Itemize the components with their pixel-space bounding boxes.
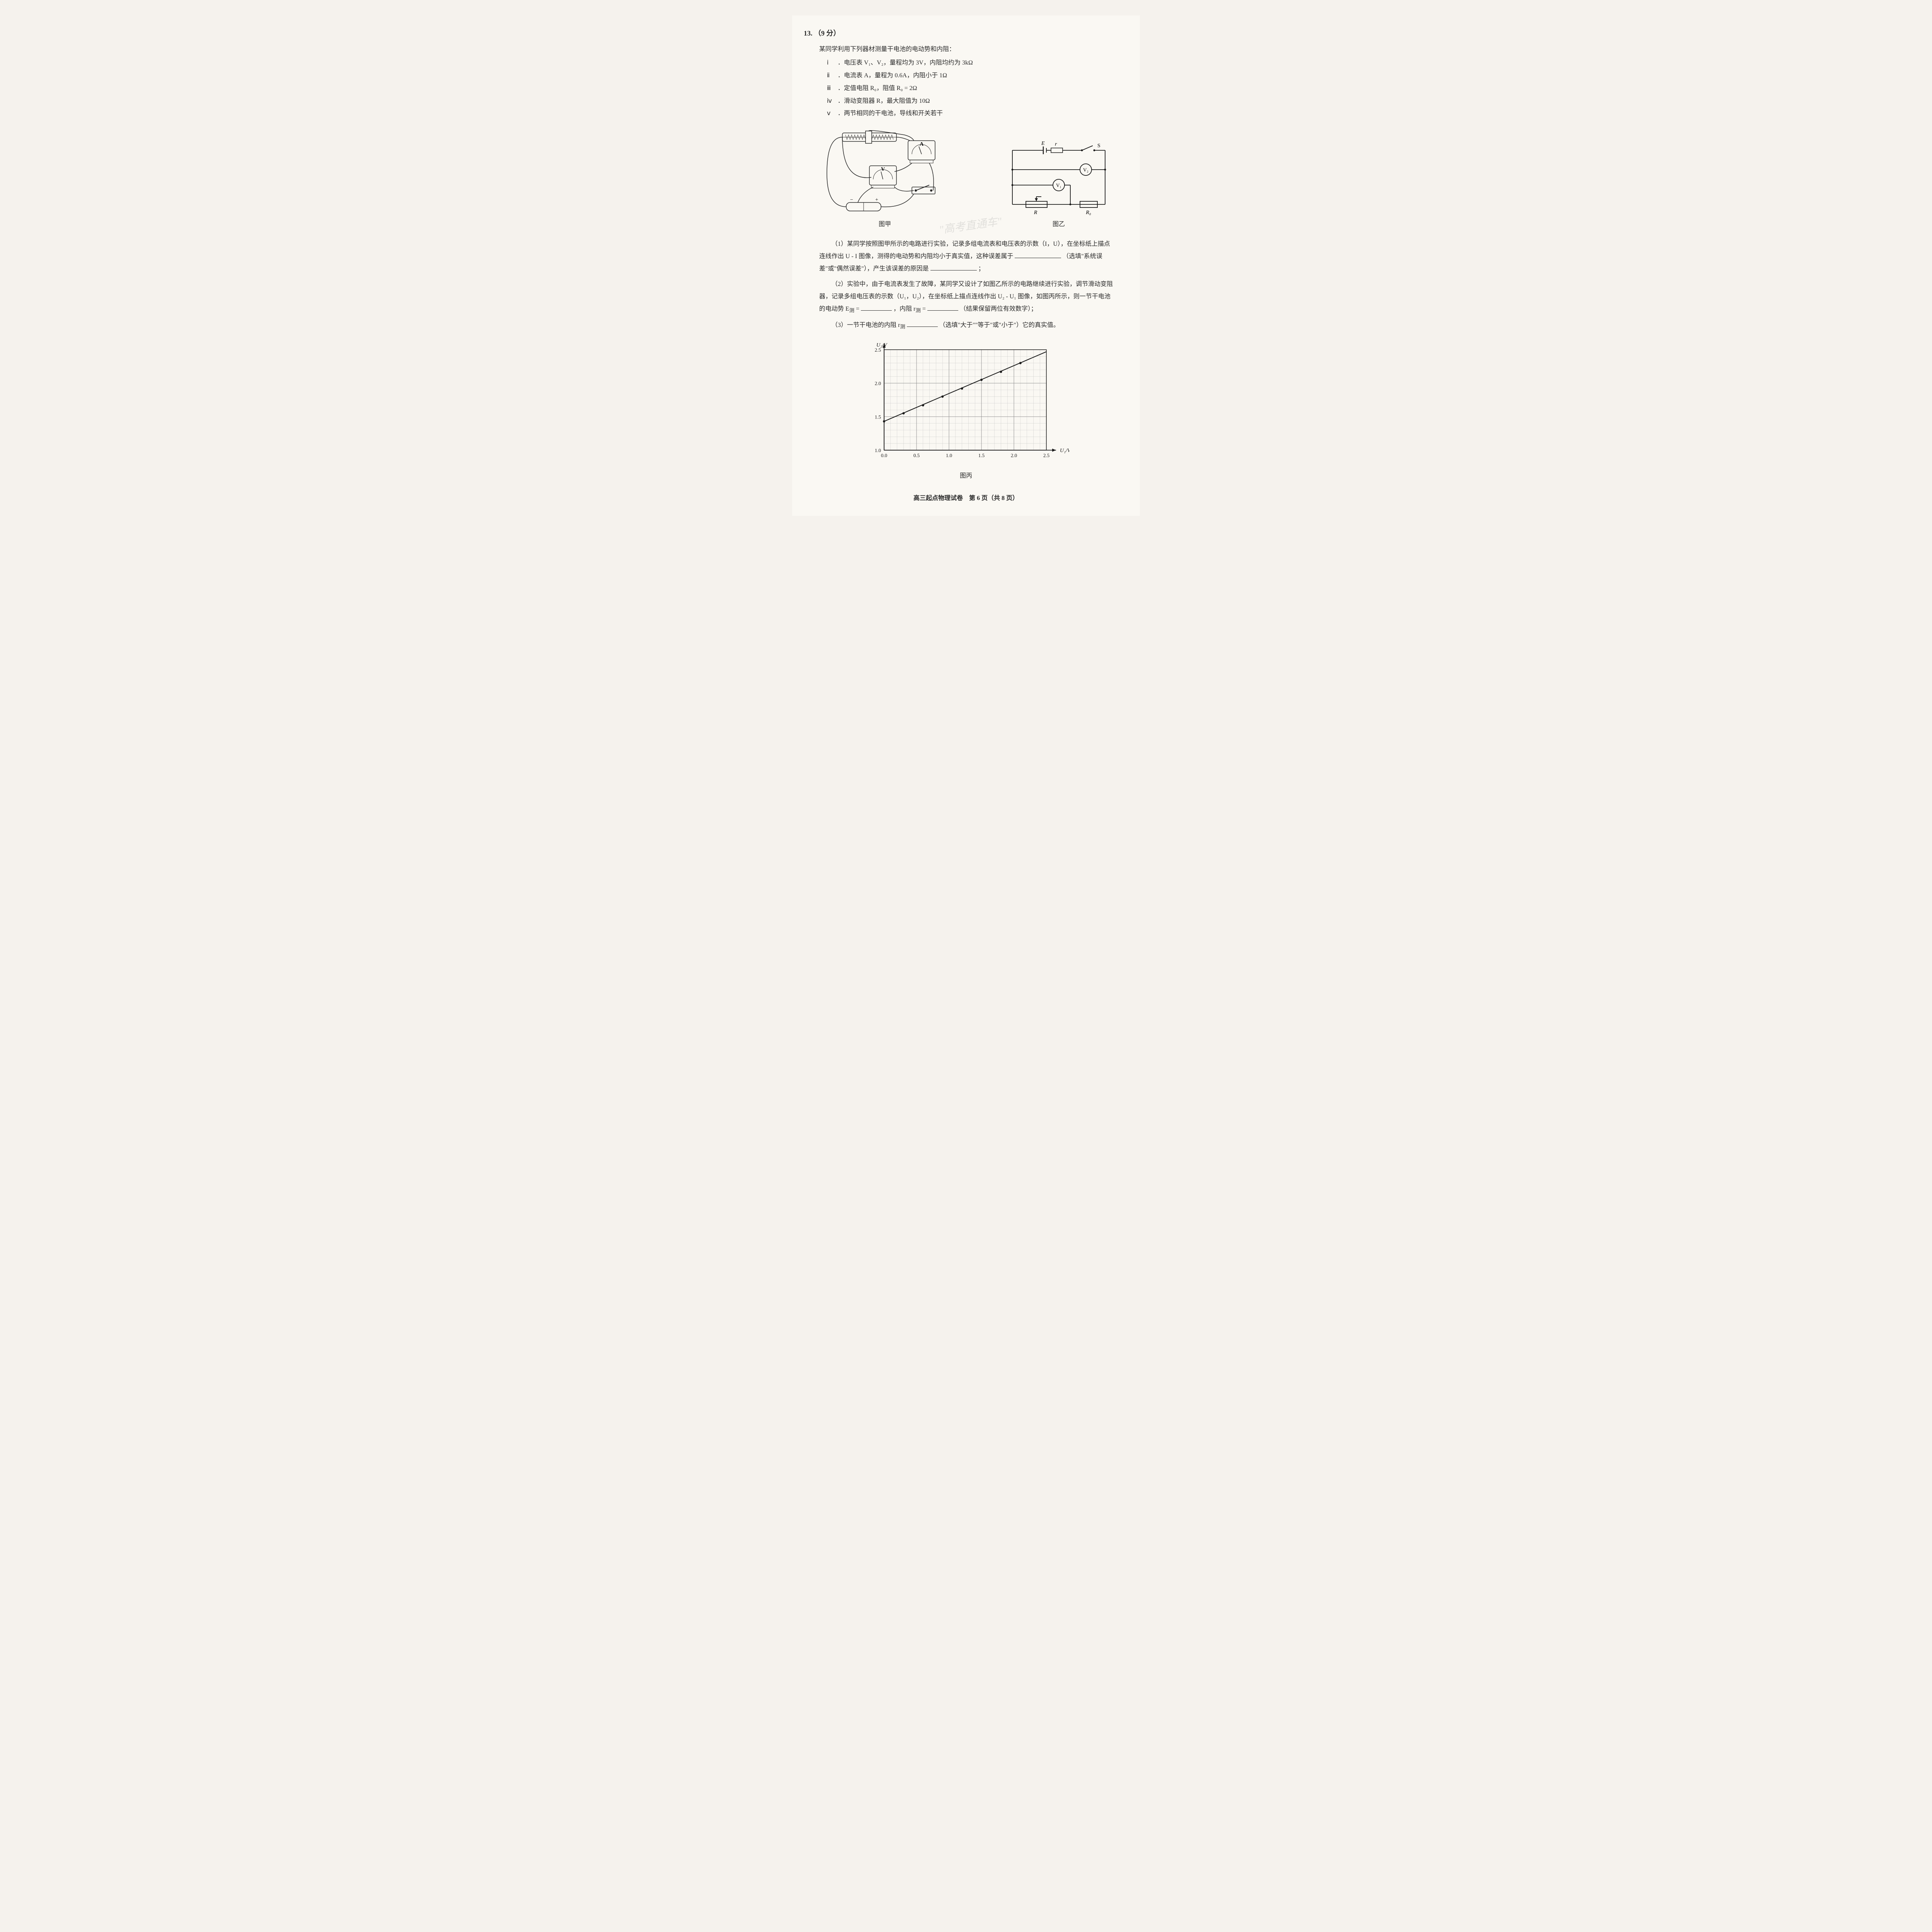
svg-text:0.0: 0.0 xyxy=(881,452,887,458)
label-R0: R₀ xyxy=(1085,210,1091,216)
item-text-3: ．定值电阻 R₀，阻值 R₀ = 2Ω xyxy=(838,85,917,92)
part-3: （3）一节干电池的内阻 r测 （选填"大于""等于"或"小于"）它的真实值。 xyxy=(819,319,1113,332)
part-3b: （选填"大于""等于"或"小于"）它的真实值。 xyxy=(939,322,1060,328)
item-roman-3: ⅲ xyxy=(827,83,838,94)
sub-ce-2: 测 xyxy=(915,308,920,313)
svg-text:U₁/V: U₁/V xyxy=(1060,448,1070,454)
blank-2a xyxy=(861,303,892,311)
svg-text:1.0: 1.0 xyxy=(946,452,952,458)
question-intro: 某同学利用下列器材测量干电池的电动势和内阻： xyxy=(819,44,1128,55)
question-points: （9 分） xyxy=(814,29,840,37)
part-1c: ； xyxy=(978,265,985,272)
part-2c: ，内阻 r xyxy=(893,306,915,312)
item-5: ⅴ．两节相同的干电池，导线和开关若干 xyxy=(827,108,1128,119)
blank-1b xyxy=(930,263,977,270)
question-header: 13. （9 分） xyxy=(804,27,1128,39)
figure-jia-caption: 图甲 xyxy=(879,219,891,230)
part-2d: = xyxy=(922,306,927,312)
item-text-4: ．滑动变阻器 R，最大阻值为 10Ω xyxy=(838,98,930,104)
svg-text:−: − xyxy=(850,197,853,203)
item-2: ⅱ．电流表 A，量程为 0.6A，内阻小于 1Ω xyxy=(827,70,1128,82)
item-text-5: ．两节相同的干电池，导线和开关若干 xyxy=(838,110,943,117)
label-V2: V₂ xyxy=(1083,167,1088,173)
chart-bing: 0.00.51.01.52.02.51.01.52.02.5U₁/VU₂/V 图… xyxy=(804,340,1128,482)
part-1: （1）某同学按照图甲所示的电路进行实验，记录多组电流表和电压表的示数（I，U），… xyxy=(819,238,1113,275)
sub-ce-1: 测 xyxy=(849,308,854,313)
blank-2b xyxy=(927,303,958,311)
figure-bing-caption: 图丙 xyxy=(960,471,972,482)
chart-svg: 0.00.51.01.52.02.51.01.52.02.5U₁/VU₂/V xyxy=(863,340,1070,468)
svg-text:1.5: 1.5 xyxy=(978,452,984,458)
page-footer: 高三起点物理试卷 第 6 页（共 8 页） xyxy=(804,493,1128,504)
figure-yi: E r S V₂ xyxy=(1005,139,1113,230)
figure-yi-caption: 图乙 xyxy=(1053,219,1065,230)
item-text-1: ．电压表 V₁、V₂，量程均为 3V，内阻均约为 3kΩ xyxy=(838,60,973,66)
item-roman-4: ⅳ xyxy=(827,96,838,107)
item-3: ⅲ．定值电阻 R₀，阻值 R₀ = 2Ω xyxy=(827,83,1128,94)
label-R: R xyxy=(1034,210,1037,216)
svg-text:2.0: 2.0 xyxy=(874,380,881,386)
figure-jia: A V − + xyxy=(819,127,951,230)
item-roman-2: ⅱ xyxy=(827,70,838,82)
blank-3 xyxy=(907,320,938,327)
item-4: ⅳ．滑动变阻器 R，最大阻值为 10Ω xyxy=(827,96,1128,107)
circuit-schematic-svg: E r S V₂ xyxy=(1005,139,1113,216)
svg-text:2.0: 2.0 xyxy=(1010,452,1017,458)
item-roman-5: ⅴ xyxy=(827,108,838,119)
part-2: （2）实验中，由于电流表发生了故障，某同学又设计了如图乙所示的电路继续进行实验，… xyxy=(819,278,1113,316)
part-2e: （结果保留两位有效数字）； xyxy=(960,306,1037,312)
circuit-physical-svg: A V − + xyxy=(819,127,951,216)
svg-text:1.5: 1.5 xyxy=(874,414,881,420)
blank-1a xyxy=(1015,251,1061,258)
svg-text:2.5: 2.5 xyxy=(1043,452,1049,458)
svg-text:U₂/V: U₂/V xyxy=(876,342,888,348)
voltmeter-label: V xyxy=(881,167,885,172)
label-V1: V₁ xyxy=(1056,182,1061,188)
label-S: S xyxy=(1097,143,1100,149)
ammeter-label: A xyxy=(920,141,924,147)
part-3a: （3）一节干电池的内阻 r xyxy=(832,322,900,328)
figures-row: A V − + xyxy=(819,127,1113,230)
sub-ce-3: 测 xyxy=(900,324,905,330)
item-text-2: ．电流表 A，量程为 0.6A，内阻小于 1Ω xyxy=(838,72,947,79)
svg-text:0.5: 0.5 xyxy=(913,452,919,458)
item-roman-1: ⅰ xyxy=(827,58,838,69)
part-2b: = xyxy=(856,306,861,312)
svg-text:+: + xyxy=(875,197,878,203)
question-number: 13. xyxy=(804,29,813,37)
label-r: r xyxy=(1055,141,1057,147)
svg-text:1.0: 1.0 xyxy=(874,447,881,453)
page: "高考直通车" 13. （9 分） 某同学利用下列器材测量干电池的电动势和内阻：… xyxy=(792,15,1140,516)
label-E: E xyxy=(1041,141,1045,146)
item-1: ⅰ．电压表 V₁、V₂，量程均为 3V，内阻均约为 3kΩ xyxy=(827,58,1128,69)
